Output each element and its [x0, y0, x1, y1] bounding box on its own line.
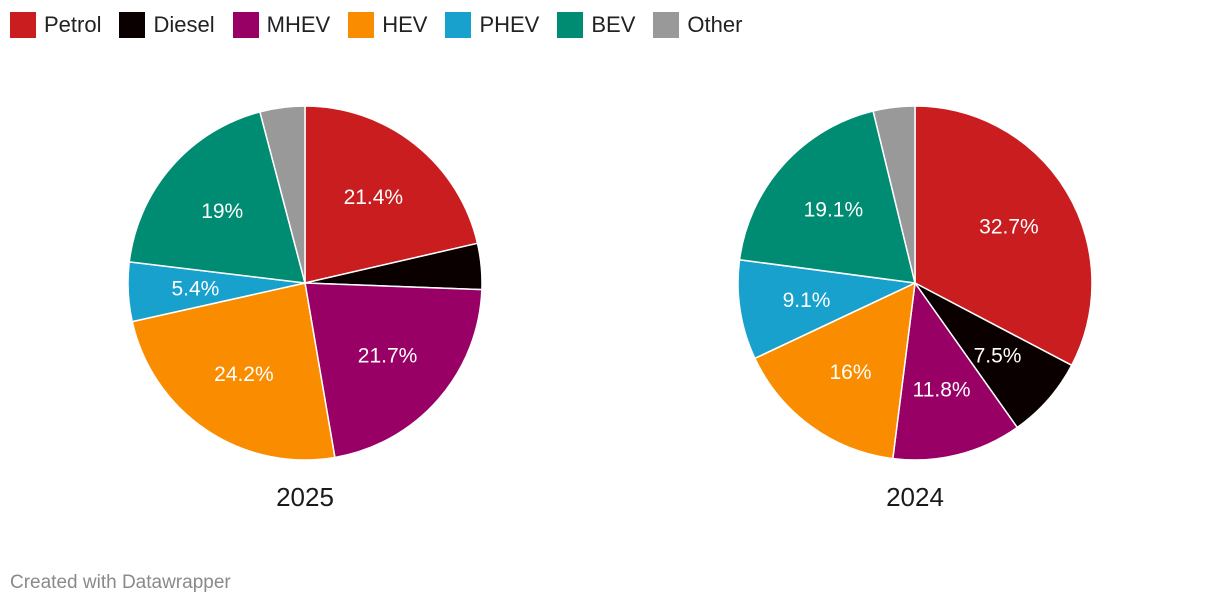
legend-item-other: Other [653, 12, 742, 38]
pie-slice-2024-petrol [914, 105, 1093, 367]
legend-item-bev: BEV [557, 12, 635, 38]
legend-label-bev: BEV [591, 12, 636, 37]
pie-slice-2024-other [872, 105, 916, 284]
credit-text: Created with Datawrapper [10, 572, 231, 593]
slice-label-2024-bev: 19.1% [804, 199, 864, 222]
legend-label-diesel: Diesel [153, 12, 215, 37]
slice-label-2024-diesel: 7.5% [974, 344, 1022, 367]
legend: Petrol Diesel MHEV HEV PHEV BEV Other [10, 12, 760, 38]
legend-item-petrol: Petrol [10, 12, 101, 38]
pie-slice-2025-petrol [304, 105, 479, 284]
slice-label-2025-mhev: 21.7% [358, 344, 418, 367]
legend-item-hev: HEV [348, 12, 427, 38]
legend-swatch-bev [557, 12, 584, 38]
legend-swatch-hev [348, 12, 375, 38]
slice-label-2024-petrol: 32.7% [979, 215, 1039, 238]
legend-label-hev: HEV [382, 12, 428, 37]
slice-label-2025-phev: 5.4% [171, 278, 219, 301]
slice-label-2025-hev: 24.2% [214, 363, 274, 386]
slice-label-2025-bev: 19% [201, 200, 243, 223]
slice-label-2024-hev: 16% [829, 361, 871, 384]
legend-item-phev: PHEV [445, 12, 539, 38]
pie-slice-2024-mhev [892, 282, 1018, 461]
slice-label-2025-petrol: 21.4% [344, 186, 404, 209]
legend-swatch-mhev [232, 12, 259, 38]
slice-label-2024-mhev: 11.8% [913, 378, 971, 401]
chart-title-2025: 2025 [276, 482, 334, 512]
legend-swatch-phev [445, 12, 472, 38]
slice-label-2024-phev: 9.1% [783, 289, 831, 312]
pie-slice-2025-mhev [304, 282, 483, 459]
pie-slice-2025-other [259, 105, 306, 284]
legend-label-petrol: Petrol [44, 12, 102, 37]
legend-swatch-diesel [119, 12, 146, 38]
legend-item-diesel: Diesel [119, 12, 215, 38]
legend-label-phev: PHEV [479, 12, 540, 37]
legend-swatch-other [653, 12, 680, 38]
pie-slice-2024-hev [754, 282, 916, 460]
legend-label-other: Other [687, 12, 743, 37]
pie-slice-2025-bev [128, 111, 306, 284]
legend-item-mhev: MHEV [232, 12, 331, 38]
legend-swatch-petrol [10, 12, 36, 38]
pie-slice-2024-bev [738, 110, 916, 284]
pie-slice-2024-phev [737, 258, 916, 360]
pie-slice-2025-hev [131, 282, 336, 461]
chart-title-2024: 2024 [886, 482, 944, 512]
legend-label-mhev: MHEV [266, 12, 331, 37]
